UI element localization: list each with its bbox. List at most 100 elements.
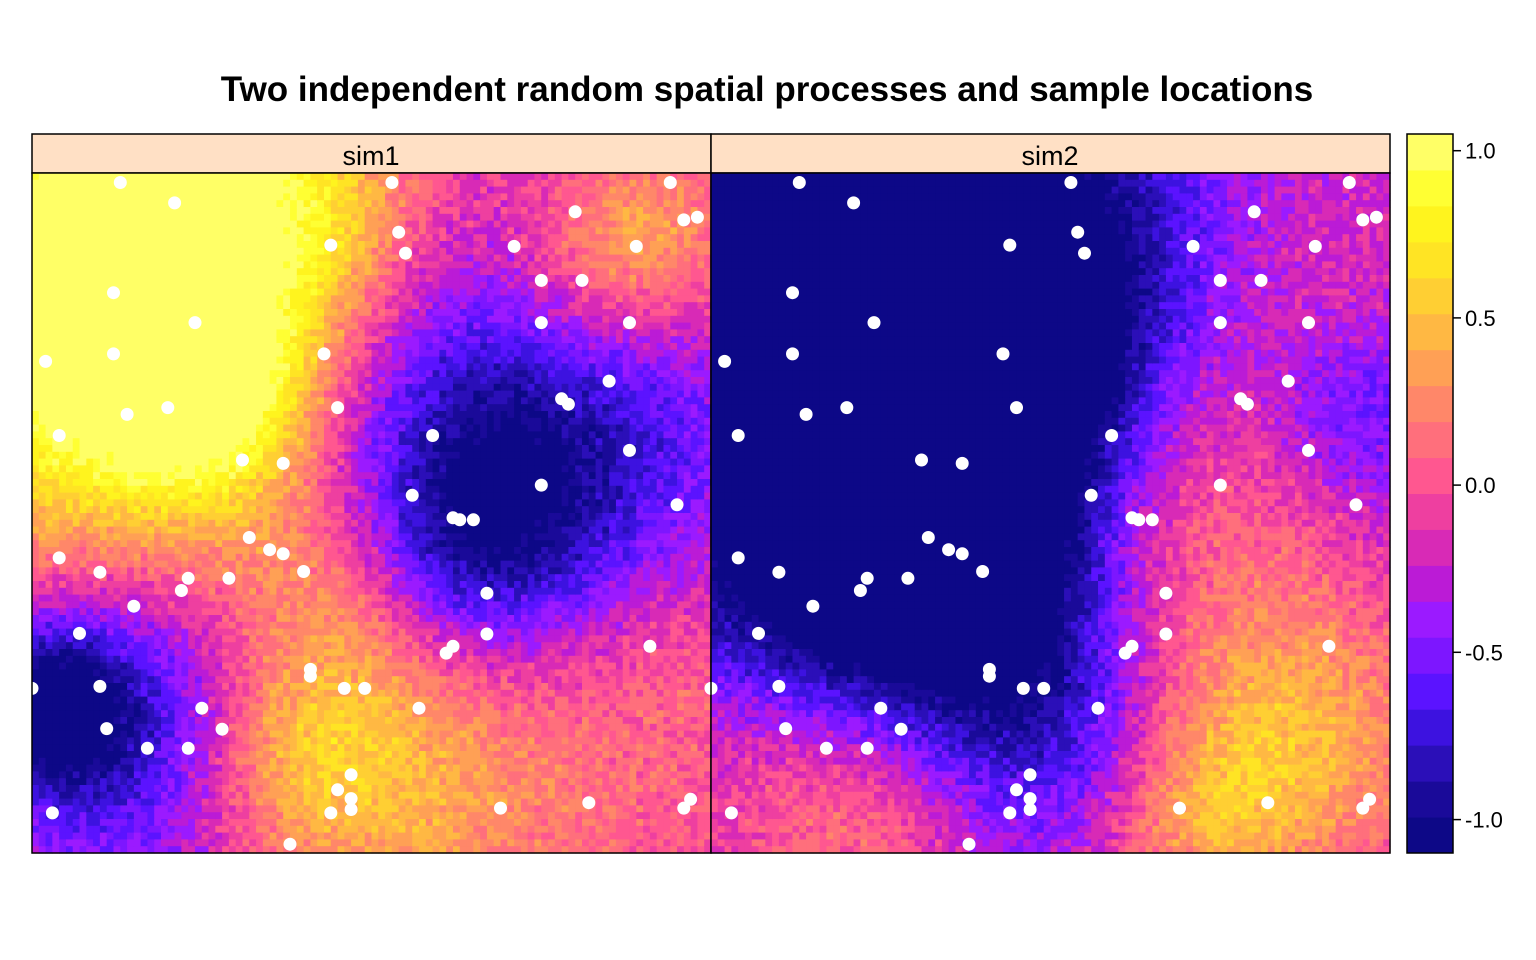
raster-cell (364, 642, 373, 650)
raster-cell (208, 676, 216, 684)
raster-cell (86, 567, 94, 575)
raster-cell (208, 730, 216, 738)
raster-cell (201, 540, 210, 548)
raster-cell (38, 383, 47, 392)
raster-cell (106, 445, 115, 453)
raster-cell (154, 322, 162, 330)
raster-cell (45, 247, 53, 256)
raster-cell (52, 764, 60, 772)
raster-cell (215, 431, 223, 439)
raster-cell (351, 179, 359, 188)
raster-cell (45, 635, 53, 643)
raster-cell (201, 173, 210, 181)
raster-cell (290, 227, 298, 235)
raster-cell (72, 839, 81, 847)
raster-cell (154, 431, 162, 439)
raster-cell (296, 791, 305, 800)
raster-cell (113, 309, 121, 317)
raster-cell (188, 302, 196, 310)
raster-cell (72, 336, 81, 344)
raster-cell (32, 254, 40, 262)
raster-cell (310, 417, 318, 426)
raster-cell (256, 200, 264, 208)
raster-cell (72, 533, 81, 541)
raster-cell (296, 778, 305, 786)
raster-cell (93, 778, 101, 786)
raster-cell (310, 683, 318, 691)
raster-cell (290, 601, 298, 609)
raster-cell (283, 288, 291, 296)
raster-cell (269, 186, 278, 194)
raster-cell (256, 812, 264, 820)
raster-cell (188, 309, 196, 317)
raster-cell (330, 655, 339, 664)
raster-cell (32, 723, 40, 732)
raster-cell (133, 785, 142, 793)
raster-cell (357, 703, 366, 711)
raster-cell (201, 295, 210, 303)
raster-cell (201, 662, 210, 670)
raster-cell (86, 479, 94, 487)
raster-cell (161, 315, 169, 324)
raster-cell (310, 812, 318, 820)
raster-cell (194, 540, 203, 548)
raster-cell (45, 601, 53, 609)
raster-cell (323, 458, 332, 466)
raster-cell (167, 615, 176, 623)
raster-cell (174, 492, 182, 500)
raster-cell (310, 587, 318, 596)
raster-cell (337, 356, 345, 364)
raster-cell (106, 193, 115, 201)
raster-cell (45, 506, 53, 514)
raster-cell (242, 560, 250, 568)
raster-cell (79, 683, 87, 691)
raster-cell (65, 519, 74, 528)
raster-cell (310, 703, 318, 711)
raster-cell (113, 479, 121, 487)
raster-cell (174, 519, 182, 528)
raster-cell (249, 458, 257, 466)
raster-cell (32, 179, 40, 188)
raster-cell (296, 438, 305, 446)
raster-cell (45, 472, 53, 480)
raster-cell (154, 451, 162, 460)
raster-cell (344, 751, 352, 759)
raster-cell (249, 349, 257, 358)
raster-cell (154, 846, 162, 854)
raster-cell (113, 526, 121, 534)
raster-cell (222, 506, 230, 514)
raster-cell (188, 825, 196, 834)
raster-cell (283, 431, 291, 439)
raster-cell (296, 268, 305, 276)
raster-cell (133, 594, 142, 602)
raster-cell (310, 526, 318, 534)
raster-cell (201, 553, 210, 562)
raster-cell (38, 234, 47, 242)
raster-cell (140, 703, 149, 711)
raster-cell (161, 499, 169, 507)
raster-cell (59, 220, 67, 228)
raster-cell (330, 179, 339, 188)
raster-cell (276, 710, 284, 718)
raster-cell (140, 234, 149, 242)
raster-cell (290, 567, 298, 575)
raster-cell (262, 268, 271, 276)
raster-cell (120, 594, 128, 602)
raster-cell (99, 737, 108, 745)
raster-cell (296, 336, 305, 344)
raster-cell (330, 451, 339, 460)
raster-cell (127, 649, 135, 657)
raster-cell (113, 771, 121, 779)
raster-cell (45, 179, 53, 188)
raster-cell (72, 227, 81, 235)
raster-cell (222, 417, 230, 426)
raster-cell (242, 322, 250, 330)
raster-cell (174, 615, 182, 623)
raster-cell (317, 390, 325, 398)
raster-cell (79, 200, 87, 208)
raster-cell (120, 778, 128, 786)
raster-cell (228, 261, 237, 269)
raster-cell (262, 771, 271, 779)
raster-cell (133, 723, 142, 732)
raster-cell (194, 275, 203, 283)
